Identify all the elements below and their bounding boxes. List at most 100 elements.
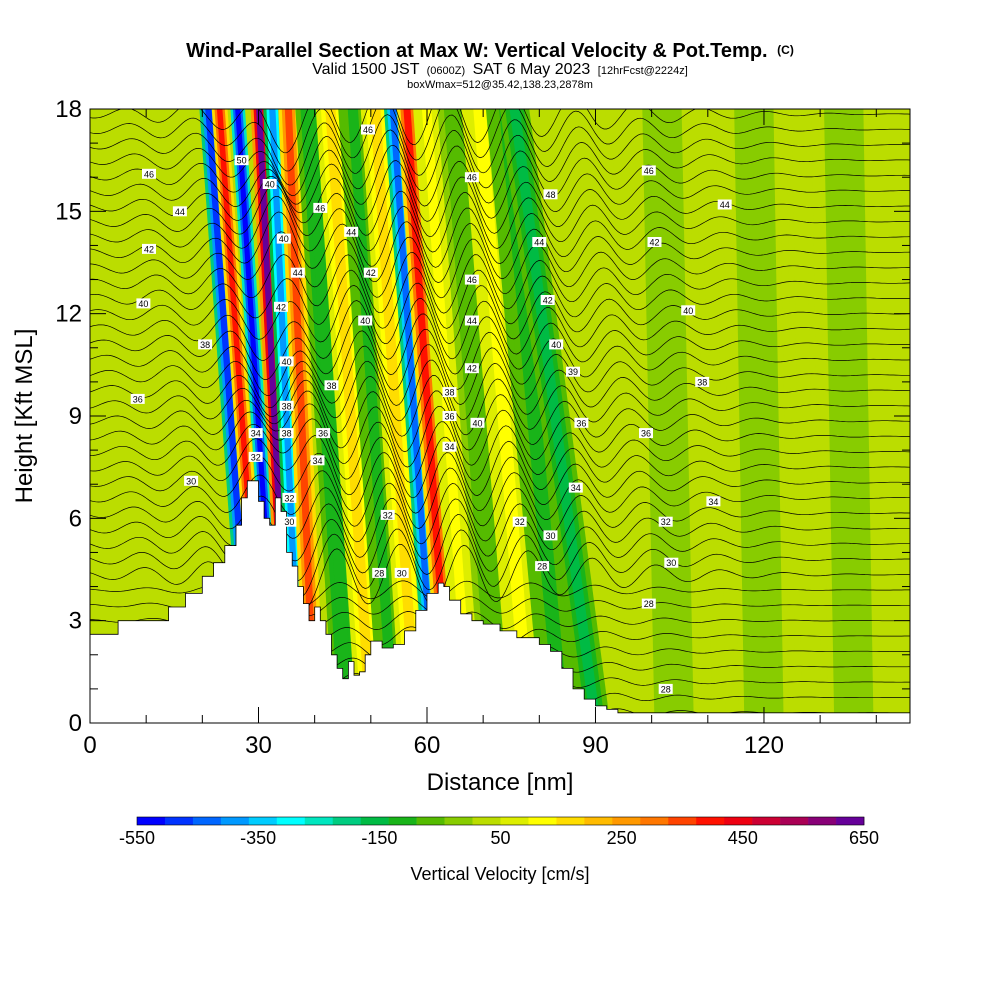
- contour-label: 44: [717, 199, 732, 210]
- contour-label-bg: [344, 226, 359, 237]
- contour-label: 44: [290, 267, 305, 278]
- theta-contour: [90, 184, 910, 253]
- contour-label-text: 38: [697, 377, 707, 387]
- theta-contour: [90, 418, 910, 483]
- contour-label-bg: [248, 428, 263, 439]
- contour-label: 44: [532, 237, 547, 248]
- theta-contour: [90, 160, 910, 222]
- contour-label-text: 32: [284, 493, 294, 503]
- theta-contour: [90, 298, 910, 361]
- contour-label-bg: [664, 557, 679, 568]
- y-tick-label: 3: [69, 608, 82, 635]
- colorbar-swatch: [780, 817, 809, 825]
- colorbar-ticks: -550 -350 -150 50 250 450 650: [119, 828, 879, 848]
- contour-label-bg: [442, 387, 457, 398]
- velocity-band: [611, 109, 643, 723]
- theta-contour: [90, 282, 910, 345]
- contour-label-bg: [641, 165, 656, 176]
- contour-labels: 50 46 44 42 40 38 36 30 40 40 44 42 40 38 38 34 32 32 30 46…: [130, 124, 732, 694]
- contour-label-text: 40: [683, 306, 693, 316]
- contour-label-bg: [464, 315, 479, 326]
- chart-title-mark: (C): [777, 43, 794, 57]
- colorbar-swatch: [640, 817, 669, 825]
- contour-label-bg: [470, 417, 485, 428]
- contour-label: 32: [380, 509, 395, 520]
- contour-label-bg: [658, 683, 673, 694]
- contour-label-bg: [279, 356, 294, 367]
- contour-label-text: 46: [467, 275, 477, 285]
- contour-label: 34: [706, 496, 721, 507]
- contour-label-text: 46: [467, 173, 477, 183]
- contour-label-bg: [568, 482, 583, 493]
- contour-label: 39: [566, 366, 580, 377]
- theta-contour: [90, 175, 910, 238]
- y-tick-label: 12: [55, 301, 82, 328]
- contour-label-bg: [172, 206, 187, 217]
- x-axis-label: Distance [nm]: [427, 769, 574, 796]
- colorbar-swatch: [752, 817, 781, 825]
- contour-label-text: 40: [138, 299, 148, 309]
- contour-label-text: 32: [383, 510, 393, 520]
- colorbar-swatch: [276, 817, 306, 825]
- colorbar-swatch: [248, 817, 278, 825]
- velocity-band: [304, 109, 354, 723]
- contour-label-bg: [198, 339, 213, 350]
- contour-label-bg: [574, 417, 589, 428]
- colorbar-frame: [136, 816, 865, 826]
- contour-label-bg: [282, 492, 297, 503]
- contour-label: 40: [279, 356, 294, 367]
- chart-subtitle: Valid 1500 JST (0600Z) SAT 6 May 2023 [1…: [312, 61, 688, 78]
- contour-label: 46: [464, 274, 479, 285]
- contour-label-text: 42: [144, 244, 154, 254]
- contour-label-bg: [234, 155, 249, 166]
- contour-label-bg: [681, 305, 696, 316]
- contour-label: 42: [142, 243, 156, 254]
- contour-label: 32: [282, 492, 297, 503]
- colorbar-tick-label: -150: [361, 828, 397, 848]
- theta-contour: [90, 390, 910, 453]
- contour-label-text: 46: [144, 169, 154, 179]
- contour-label: 46: [464, 172, 479, 183]
- contour-label-text: 44: [175, 207, 185, 217]
- colorbar-swatch: [444, 817, 473, 825]
- theta-contour: [90, 403, 910, 468]
- contour-label: 46: [641, 165, 656, 176]
- contour-label-text: 48: [545, 190, 555, 200]
- contour-label: 40: [358, 315, 373, 326]
- contour-label-bg: [566, 366, 580, 377]
- colorbar-swatch: [500, 817, 529, 825]
- contour-label: 30: [664, 557, 679, 568]
- contour-label-text: 32: [251, 452, 261, 462]
- colorbar-swatch: [137, 817, 166, 825]
- contour-label-text: 40: [282, 357, 292, 367]
- contour-label-bg: [310, 455, 325, 466]
- contour-label-text: 34: [251, 429, 261, 439]
- contour-label: 34: [248, 428, 263, 439]
- colorbar: [136, 816, 865, 826]
- contour-label: 50: [234, 155, 249, 166]
- contour-label-bg: [464, 363, 479, 374]
- contour-label-text: 42: [276, 302, 286, 312]
- velocity-band: [473, 109, 535, 723]
- contour-label-text: 32: [515, 517, 525, 527]
- contour-label-text: 38: [282, 429, 292, 439]
- contour-label-bg: [543, 530, 558, 541]
- contour-label: 40: [681, 305, 696, 316]
- contour-label-bg: [276, 233, 291, 244]
- contour-label-bg: [279, 428, 294, 439]
- contour-label-text: 40: [472, 418, 482, 428]
- contour-label-text: 44: [534, 238, 544, 248]
- contour-label-bg: [248, 451, 263, 462]
- contour-label: 48: [543, 189, 558, 200]
- contour-label: 40: [136, 298, 151, 309]
- velocity-band: [791, 109, 816, 723]
- colorbar-swatch: [668, 817, 697, 825]
- x-tick-label: 0: [83, 732, 96, 759]
- contour-label-bg: [130, 393, 145, 404]
- contour-label-bg: [142, 243, 156, 254]
- contour-label: 36: [639, 428, 653, 439]
- contour-label: 42: [464, 363, 479, 374]
- contour-label: 44: [464, 315, 479, 326]
- contour-label-text: 44: [720, 200, 730, 210]
